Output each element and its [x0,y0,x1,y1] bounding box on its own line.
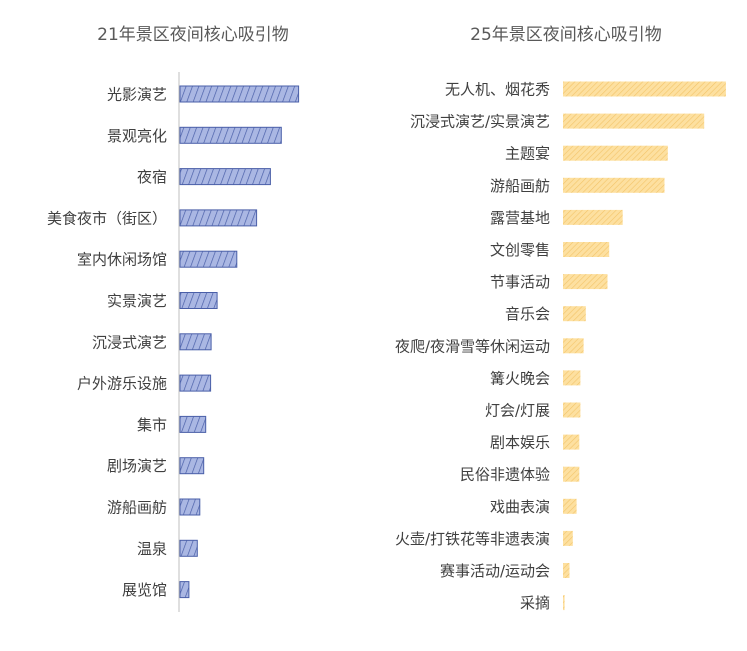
chart-25-category-label: 文创零售 [490,241,550,259]
chart-21-bar [179,126,282,144]
chart-25-bar [563,177,665,193]
chart-21-bar [179,539,198,557]
chart-25-bar [563,595,565,611]
chart-21-bar [179,415,207,433]
chart-25-bar [563,530,573,546]
chart-25-category-label: 剧本娱乐 [490,434,550,452]
chart-25-category-label: 节事活动 [490,273,550,291]
chart-21-bar [179,250,238,268]
chart-25-category-label: 音乐会 [505,305,550,323]
chart-25-category-label: 灯会/灯展 [485,402,550,420]
chart-25-bar [563,402,581,418]
chart-21-category-label: 游船画舫 [107,499,167,517]
chart-21-bar [179,292,218,309]
chart-25-bar [563,145,668,161]
chart-25-category-label: 主题宴 [505,145,550,163]
chart-21-category-label: 美食夜市（街区） [47,209,167,227]
chart-21-category-label: 沉浸式演艺 [92,333,167,351]
chart-25-bar [563,209,623,225]
chart-25-title: 25年景区夜间核心吸引物 [470,25,662,45]
chart-21-category-label: 实景演艺 [107,292,167,310]
chart-25-bar [563,466,580,482]
chart-21-bar [179,457,205,475]
chart-21-category-label: 集市 [137,416,167,434]
chart-25-category-label: 篝火晚会 [490,369,550,387]
chart-21-bar [179,333,212,351]
chart-21-category-label: 光影演艺 [107,86,167,104]
chart-25-category-label: 沉浸式演艺/实景演艺 [410,113,550,131]
chart-25-bar [563,434,580,450]
chart-25-category-label: 火壶/打铁花等非遗表演 [395,530,550,548]
chart-21-bar [179,374,212,392]
chart-21-bar [179,498,201,516]
chart-21-title: 21年景区夜间核心吸引物 [97,25,289,45]
chart-21-bar [179,209,258,227]
chart-25-bar [563,370,581,386]
chart-21-bar [179,85,300,103]
chart-25-category-label: 露营基地 [490,209,550,227]
chart-25-category-label: 采摘 [520,594,550,612]
chart-25-group: 25年景区夜间核心吸引物 无人机、烟花秀沉浸式演艺/实景演艺主题宴游船画舫露营基… [395,25,726,612]
chart-25-bar [563,242,610,257]
chart-25-category-label: 民俗非遗体验 [460,466,550,484]
chart-25-category-label: 戏曲表演 [490,498,550,516]
chart-25-bar [563,274,608,290]
chart-25-bars: 无人机、烟花秀沉浸式演艺/实景演艺主题宴游船画舫露营基地文创零售节事活动音乐会夜… [395,81,726,612]
chart-25-category-label: 赛事活动/运动会 [440,562,550,580]
chart-25-bar [563,498,577,514]
chart-21-category-label: 展览馆 [122,581,167,599]
chart-21-category-label: 室内休闲场馆 [77,251,167,269]
chart-25-category-label: 无人机、烟花秀 [445,81,550,99]
chart-25-bar [563,563,570,578]
chart-25-category-label: 夜爬/夜滑雪等休闲运动 [395,337,550,355]
chart-21-category-label: 户外游乐设施 [77,375,167,393]
chart-21-category-label: 温泉 [137,540,167,558]
chart-21-category-label: 景观亮化 [107,127,167,145]
chart-21-category-label: 夜宿 [137,168,167,186]
chart-25-bar [563,338,584,354]
chart-25-bar [563,81,726,97]
chart-21-bar [179,168,271,186]
chart-25-category-label: 游船画舫 [490,177,550,195]
chart-21-bar [179,581,190,599]
chart-25-bar [563,306,586,322]
chart-25-bar [563,113,705,129]
chart-21-category-label: 剧场演艺 [107,457,167,475]
